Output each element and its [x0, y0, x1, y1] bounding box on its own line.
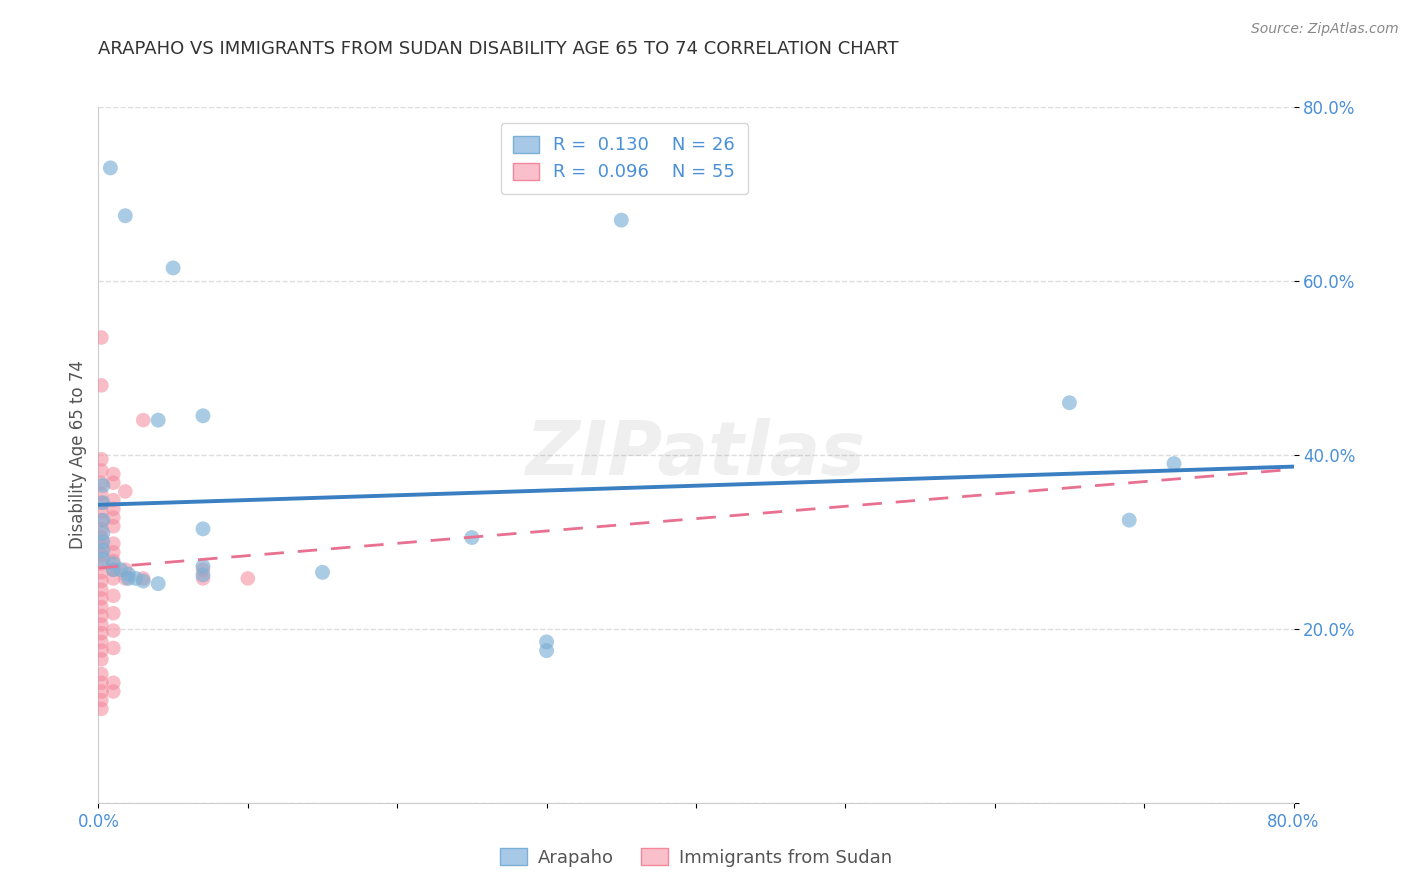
Point [90, 513, 112, 527]
Point [610, 213, 633, 227]
Point [90, 626, 112, 640]
Point [90, 330, 112, 344]
Point [90, 475, 112, 490]
Text: ARAPAHO VS IMMIGRANTS FROM SUDAN DISABILITY AGE 65 TO 74 CORRELATION CHART: ARAPAHO VS IMMIGRANTS FROM SUDAN DISABIL… [98, 40, 898, 58]
Point [125, 571, 148, 585]
Point [132, 574, 155, 588]
Point [103, 536, 125, 550]
Point [90, 464, 112, 478]
Point [1059, 396, 1081, 410]
Point [103, 563, 125, 577]
Point [103, 467, 125, 481]
Point [90, 487, 112, 501]
Point [461, 531, 484, 545]
Point [114, 484, 136, 499]
Point [90, 504, 112, 518]
Point [191, 409, 214, 423]
Point [103, 571, 125, 585]
Point [191, 563, 214, 577]
Point [90, 684, 112, 698]
Point [90, 548, 112, 562]
Point [191, 559, 214, 574]
Point [536, 635, 558, 649]
Point [117, 571, 139, 585]
Point [91, 543, 114, 558]
Point [90, 608, 112, 623]
Text: Source: ZipAtlas.com: Source: ZipAtlas.com [1251, 22, 1399, 37]
Point [90, 557, 112, 571]
Point [91, 552, 114, 566]
Point [90, 378, 112, 392]
Point [311, 566, 333, 580]
Point [103, 563, 125, 577]
Point [90, 675, 112, 690]
Point [90, 702, 112, 716]
Point [91, 513, 114, 527]
Point [90, 591, 112, 606]
Point [114, 563, 136, 577]
Point [90, 635, 112, 649]
Point [103, 557, 125, 571]
Point [90, 531, 112, 545]
Point [148, 413, 170, 427]
Point [91, 526, 114, 541]
Y-axis label: Disability Age 65 to 74: Disability Age 65 to 74 [69, 360, 87, 549]
Point [191, 571, 214, 585]
Point [91, 534, 114, 549]
Point [191, 522, 214, 536]
Point [191, 568, 214, 582]
Point [103, 519, 125, 533]
Point [90, 652, 112, 666]
Text: ZIPatlas: ZIPatlas [526, 418, 866, 491]
Point [91, 496, 114, 510]
Point [148, 576, 170, 591]
Point [103, 554, 125, 568]
Point [90, 522, 112, 536]
Point [536, 643, 558, 657]
Point [90, 693, 112, 707]
Point [90, 667, 112, 681]
Point [90, 566, 112, 580]
Point [117, 567, 139, 582]
Point [90, 643, 112, 657]
Legend: Arapaho, Immigrants from Sudan: Arapaho, Immigrants from Sudan [492, 840, 900, 874]
Point [103, 545, 125, 559]
Point [103, 684, 125, 698]
Point [91, 478, 114, 492]
Point [236, 571, 259, 585]
Point [110, 563, 132, 577]
Point [90, 496, 112, 510]
Point [90, 600, 112, 615]
Point [103, 493, 125, 508]
Point [114, 209, 136, 223]
Point [98, 161, 122, 175]
Point [90, 539, 112, 553]
Point [103, 475, 125, 490]
Point [90, 617, 112, 632]
Point [103, 510, 125, 524]
Point [103, 640, 125, 655]
Point [103, 501, 125, 516]
Point [103, 606, 125, 620]
Point [162, 260, 184, 275]
Point [114, 571, 136, 585]
Point [132, 413, 155, 427]
Point [132, 571, 155, 585]
Point [1118, 513, 1140, 527]
Point [1163, 457, 1185, 471]
Point [90, 574, 112, 588]
Point [103, 675, 125, 690]
Point [103, 624, 125, 638]
Point [90, 452, 112, 467]
Point [103, 589, 125, 603]
Point [90, 582, 112, 597]
